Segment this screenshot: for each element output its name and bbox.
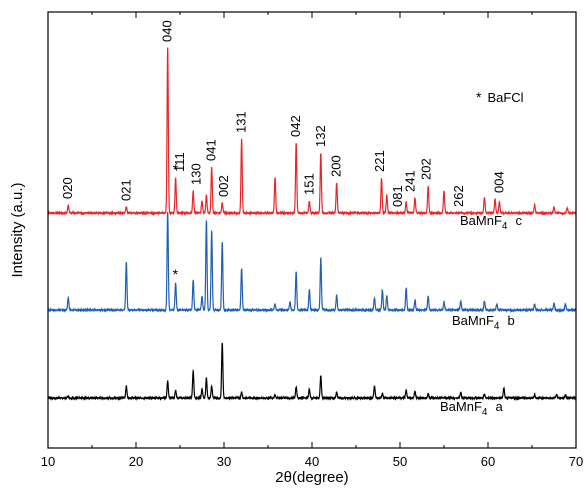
bafcl-legend: * BaFCl [476, 89, 524, 105]
peak-label: 111 [172, 152, 187, 172]
series-trace-a [47, 342, 577, 402]
peak-label: 081 [390, 185, 405, 207]
peak-label: 041 [204, 139, 219, 161]
x-tick-label: 10 [41, 454, 55, 469]
y-axis-title: Intensity (a.u.) [9, 182, 26, 277]
peak-label: 020 [60, 177, 75, 199]
peak-label: 200 [329, 155, 344, 177]
bafcl-star-mark: * [173, 266, 179, 282]
series-label-suffix: a [495, 399, 503, 414]
x-tick-label: 70 [569, 454, 583, 469]
series-label-sub: 4 [482, 407, 488, 418]
series-trace-c [47, 47, 577, 217]
peak-label: 221 [372, 150, 387, 172]
bafcl-legend-symbol: * [476, 89, 482, 105]
bafcl-star-mark: * [173, 161, 179, 177]
series-label-sub: 4 [494, 321, 500, 332]
x-tick-label: 60 [481, 454, 495, 469]
peak-label: 202 [418, 158, 433, 180]
peak-label: 130 [189, 163, 204, 185]
series-label-c: BaMnF4 c [460, 213, 522, 232]
series-label-sub: 4 [502, 221, 508, 232]
series-label-suffix: b [507, 313, 514, 328]
peak-label: 040 [160, 20, 175, 42]
series-trace-b [47, 211, 577, 314]
series-label-a: BaMnF4 a [440, 399, 503, 418]
peak-label: 131 [234, 111, 249, 133]
series-label-b: BaMnF4 b [452, 313, 515, 332]
x-tick-label: 50 [393, 454, 407, 469]
ticks-layer: 10 20 30 40 50 60 70 [41, 12, 583, 469]
x-tick-label: 30 [217, 454, 231, 469]
plot-frame [47, 11, 577, 449]
peak-label: 004 [491, 171, 506, 193]
x-axis-title: 2θ(degree) [275, 469, 348, 486]
series-layer [47, 47, 577, 402]
series-label-suffix: c [515, 213, 522, 228]
x-tick-label: 20 [129, 454, 143, 469]
peak-label: 132 [313, 125, 328, 147]
peak-label: 021 [118, 179, 133, 201]
series-label-main: BaMnF [440, 399, 482, 414]
peak-label: 262 [451, 185, 466, 207]
peak-label: 002 [216, 175, 231, 197]
bafcl-legend-text: BaFCl [487, 90, 523, 105]
peak-label: 241 [403, 170, 418, 192]
x-tick-label: 40 [305, 454, 319, 469]
peak-label: 042 [288, 115, 303, 137]
peak-label: 151 [301, 173, 316, 195]
series-label-main: BaMnF [452, 313, 494, 328]
series-label-main: BaMnF [460, 213, 502, 228]
